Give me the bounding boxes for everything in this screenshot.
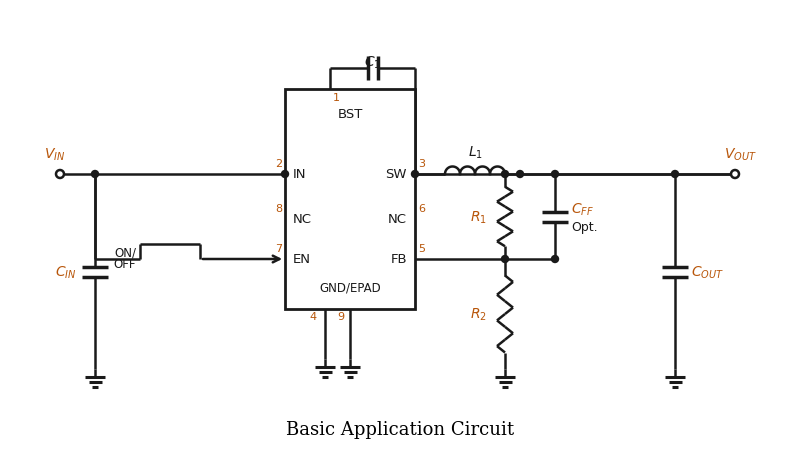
Text: $L_1$: $L_1$: [468, 144, 482, 161]
Circle shape: [281, 171, 288, 178]
Text: EN: EN: [293, 253, 311, 266]
Text: $C_{IN}$: $C_{IN}$: [55, 264, 77, 280]
Text: 5: 5: [418, 244, 425, 253]
Text: NC: NC: [388, 213, 407, 226]
Circle shape: [91, 171, 99, 178]
Text: $C_1$: $C_1$: [364, 55, 381, 71]
Text: BST: BST: [337, 108, 363, 121]
Text: 2: 2: [275, 159, 282, 169]
Text: 7: 7: [275, 244, 282, 253]
Circle shape: [552, 171, 558, 178]
Text: $V_{OUT}$: $V_{OUT}$: [723, 146, 756, 163]
Text: GND/EPAD: GND/EPAD: [319, 281, 380, 294]
Text: OFF: OFF: [114, 258, 136, 271]
Circle shape: [412, 171, 418, 178]
Text: ON/: ON/: [114, 246, 136, 259]
Text: 3: 3: [418, 159, 425, 169]
Text: Opt.: Opt.: [571, 221, 598, 234]
Text: Basic Application Circuit: Basic Application Circuit: [286, 420, 514, 438]
Circle shape: [552, 256, 558, 263]
Text: $V_{IN}$: $V_{IN}$: [44, 146, 66, 163]
Text: 6: 6: [418, 203, 425, 213]
Text: FB: FB: [390, 253, 407, 266]
Text: NC: NC: [293, 213, 312, 226]
Text: $R_2$: $R_2$: [470, 306, 487, 322]
Text: $C_{OUT}$: $C_{OUT}$: [691, 264, 724, 280]
Circle shape: [517, 171, 524, 178]
Text: SW: SW: [385, 168, 407, 181]
Text: 1: 1: [333, 93, 340, 103]
Text: $C_{FF}$: $C_{FF}$: [571, 201, 594, 217]
Text: 9: 9: [337, 311, 344, 321]
Circle shape: [501, 171, 509, 178]
Text: $R_1$: $R_1$: [470, 209, 487, 225]
Text: IN: IN: [293, 168, 307, 181]
Text: 8: 8: [275, 203, 282, 213]
Circle shape: [671, 171, 678, 178]
Text: 4: 4: [310, 311, 317, 321]
Bar: [285, 90, 415, 309]
Circle shape: [501, 256, 509, 263]
